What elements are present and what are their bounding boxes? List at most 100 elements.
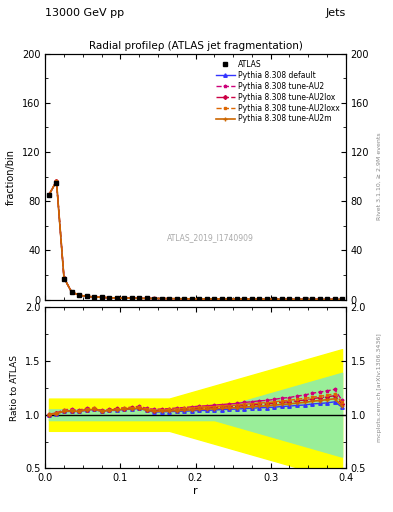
Pythia 8.308 tune-AU2loxx [47, 191, 51, 198]
Pythia 8.308 tune-AU2m [92, 294, 96, 300]
Pythia 8.308 tune-AU2lox [250, 296, 254, 302]
Pythia 8.308 default [129, 295, 134, 301]
Text: Jets: Jets [325, 8, 346, 18]
Pythia 8.308 tune-AU2 [129, 295, 134, 301]
Text: mcplots.cern.ch [arXiv:1306.3436]: mcplots.cern.ch [arXiv:1306.3436] [377, 333, 382, 442]
Pythia 8.308 tune-AU2loxx [77, 292, 81, 298]
Pythia 8.308 tune-AU2 [287, 296, 292, 302]
Pythia 8.308 tune-AU2 [250, 296, 254, 302]
Pythia 8.308 tune-AU2lox [340, 296, 344, 303]
Pythia 8.308 tune-AU2lox [235, 296, 239, 302]
Pythia 8.308 tune-AU2lox [227, 296, 232, 302]
Text: 13000 GeV pp: 13000 GeV pp [45, 8, 124, 18]
Pythia 8.308 tune-AU2lox [257, 296, 262, 302]
ATLAS [152, 295, 156, 302]
Pythia 8.308 tune-AU2lox [174, 295, 179, 302]
Pythia 8.308 tune-AU2 [167, 295, 172, 302]
Pythia 8.308 tune-AU2loxx [182, 295, 187, 302]
Pythia 8.308 tune-AU2lox [219, 296, 224, 302]
Pythia 8.308 tune-AU2m [167, 295, 172, 302]
Pythia 8.308 default [84, 293, 89, 300]
Pythia 8.308 default [212, 296, 217, 302]
Line: Pythia 8.308 tune-AU2m: Pythia 8.308 tune-AU2m [47, 179, 344, 302]
Pythia 8.308 tune-AU2loxx [167, 295, 172, 302]
Pythia 8.308 tune-AU2 [302, 296, 307, 302]
Pythia 8.308 tune-AU2loxx [212, 296, 217, 302]
Pythia 8.308 default [219, 296, 224, 302]
ATLAS [279, 296, 284, 302]
Pythia 8.308 tune-AU2m [174, 295, 179, 302]
Pythia 8.308 tune-AU2loxx [99, 294, 104, 301]
ATLAS [257, 296, 262, 302]
Text: Rivet 3.1.10, ≥ 2.9M events: Rivet 3.1.10, ≥ 2.9M events [377, 133, 382, 221]
Pythia 8.308 tune-AU2lox [62, 275, 66, 281]
Pythia 8.308 tune-AU2 [242, 296, 247, 302]
Pythia 8.308 default [340, 296, 344, 303]
Pythia 8.308 tune-AU2lox [122, 295, 127, 301]
ATLAS [167, 295, 172, 302]
Pythia 8.308 tune-AU2 [279, 296, 284, 302]
Pythia 8.308 tune-AU2lox [114, 295, 119, 301]
Pythia 8.308 default [167, 295, 172, 302]
ATLAS [197, 296, 202, 302]
Pythia 8.308 tune-AU2m [77, 292, 81, 298]
Pythia 8.308 tune-AU2loxx [302, 296, 307, 302]
Pythia 8.308 tune-AU2 [77, 292, 81, 298]
Pythia 8.308 tune-AU2m [219, 296, 224, 302]
ATLAS [340, 296, 344, 303]
Pythia 8.308 tune-AU2m [204, 296, 209, 302]
ATLAS [325, 296, 329, 303]
Pythia 8.308 tune-AU2m [107, 295, 112, 301]
Pythia 8.308 default [204, 296, 209, 302]
Pythia 8.308 tune-AU2loxx [144, 295, 149, 302]
Pythia 8.308 tune-AU2m [47, 192, 51, 198]
Pythia 8.308 tune-AU2 [204, 296, 209, 302]
Pythia 8.308 tune-AU2lox [295, 296, 299, 302]
Legend: ATLAS, Pythia 8.308 default, Pythia 8.308 tune-AU2, Pythia 8.308 tune-AU2lox, Py: ATLAS, Pythia 8.308 default, Pythia 8.30… [213, 57, 342, 126]
Pythia 8.308 default [144, 295, 149, 302]
Pythia 8.308 tune-AU2 [144, 295, 149, 302]
Pythia 8.308 tune-AU2lox [279, 296, 284, 302]
Pythia 8.308 tune-AU2 [84, 293, 89, 300]
ATLAS [317, 296, 322, 303]
Pythia 8.308 default [47, 192, 51, 198]
Pythia 8.308 tune-AU2loxx [197, 296, 202, 302]
Pythia 8.308 default [250, 296, 254, 302]
Pythia 8.308 tune-AU2m [129, 295, 134, 301]
Pythia 8.308 tune-AU2loxx [340, 296, 344, 303]
ATLAS [227, 296, 232, 302]
Pythia 8.308 tune-AU2lox [54, 178, 59, 184]
Pythia 8.308 tune-AU2loxx [287, 296, 292, 302]
Pythia 8.308 tune-AU2 [227, 296, 232, 302]
Pythia 8.308 tune-AU2m [295, 296, 299, 302]
Pythia 8.308 tune-AU2 [47, 191, 51, 198]
Pythia 8.308 default [287, 296, 292, 302]
Pythia 8.308 tune-AU2 [182, 295, 187, 302]
Pythia 8.308 tune-AU2m [250, 296, 254, 302]
Pythia 8.308 tune-AU2loxx [242, 296, 247, 302]
Pythia 8.308 tune-AU2 [174, 295, 179, 302]
Pythia 8.308 tune-AU2loxx [219, 296, 224, 302]
Pythia 8.308 default [137, 295, 141, 302]
Pythia 8.308 default [257, 296, 262, 302]
ATLAS [189, 296, 194, 302]
Pythia 8.308 tune-AU2 [189, 296, 194, 302]
Line: Pythia 8.308 tune-AU2loxx: Pythia 8.308 tune-AU2loxx [48, 180, 343, 301]
ATLAS [235, 296, 239, 302]
Pythia 8.308 tune-AU2m [272, 296, 277, 302]
Pythia 8.308 tune-AU2m [62, 275, 66, 281]
Pythia 8.308 tune-AU2lox [152, 295, 156, 302]
Line: Pythia 8.308 default: Pythia 8.308 default [47, 180, 344, 301]
Pythia 8.308 tune-AU2 [62, 274, 66, 281]
Pythia 8.308 default [317, 296, 322, 302]
Pythia 8.308 tune-AU2 [69, 289, 74, 295]
Pythia 8.308 tune-AU2loxx [310, 296, 314, 302]
Pythia 8.308 tune-AU2m [99, 294, 104, 301]
Pythia 8.308 tune-AU2lox [212, 296, 217, 302]
Pythia 8.308 tune-AU2 [152, 295, 156, 302]
Pythia 8.308 tune-AU2loxx [264, 296, 269, 302]
Pythia 8.308 tune-AU2m [137, 295, 141, 302]
Pythia 8.308 default [152, 295, 156, 302]
Pythia 8.308 default [227, 296, 232, 302]
Pythia 8.308 tune-AU2lox [204, 296, 209, 302]
